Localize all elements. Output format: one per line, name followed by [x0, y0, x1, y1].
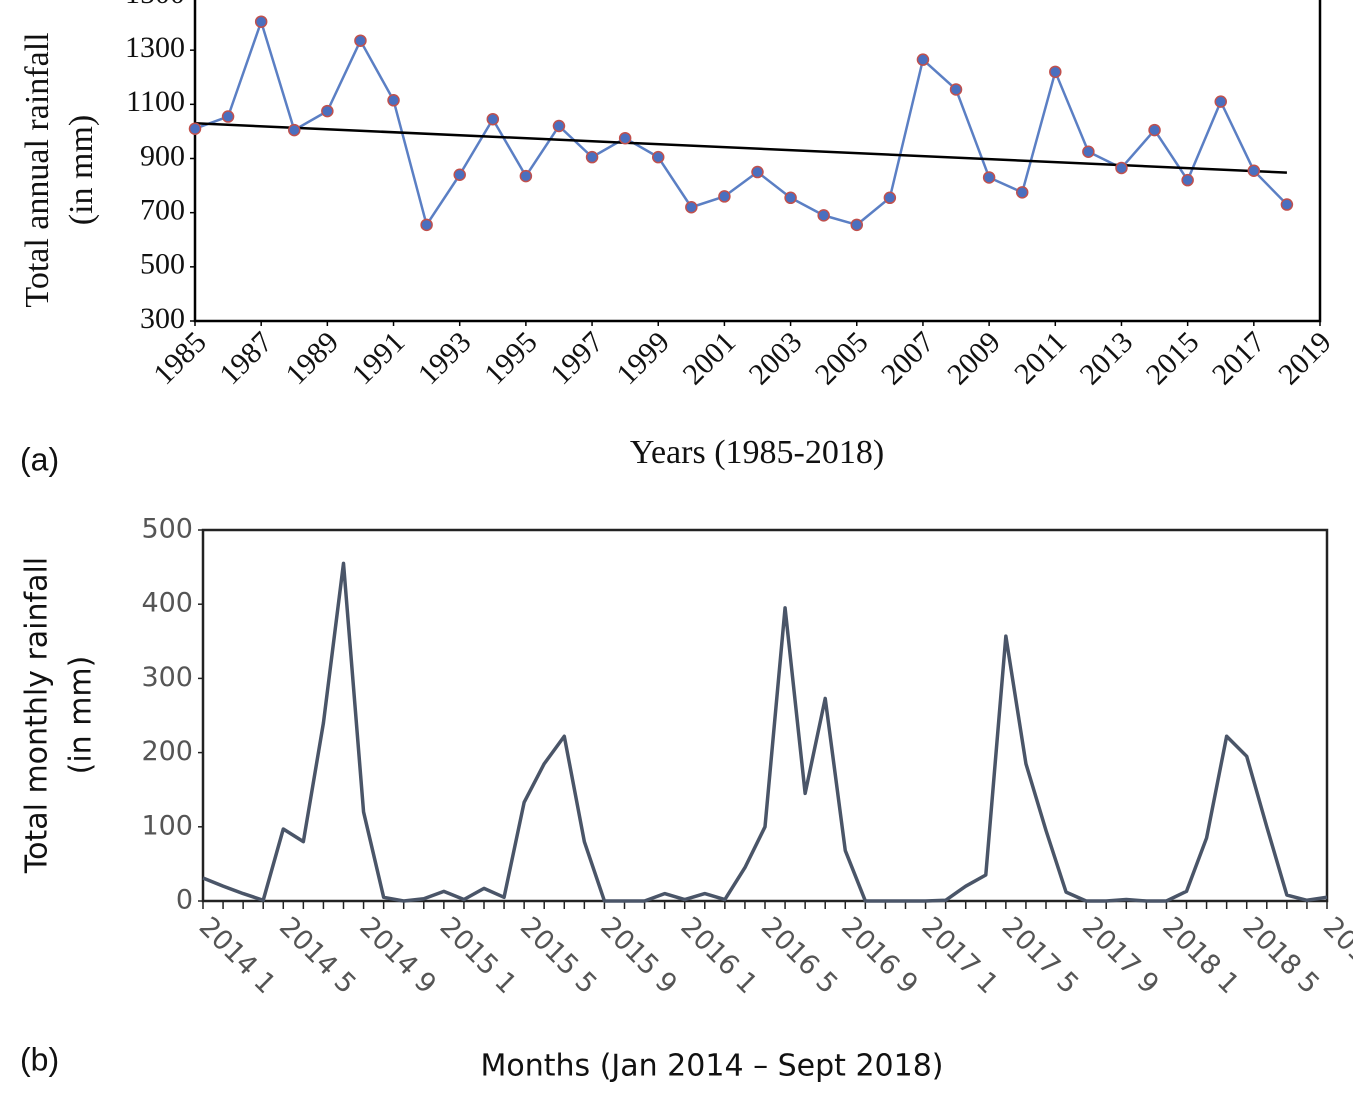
data-point — [883, 191, 897, 205]
y-tick-label: 900 — [140, 139, 185, 172]
data-point — [420, 218, 433, 232]
data-point — [1049, 65, 1062, 79]
x-tick-label: 2009 — [941, 325, 1007, 391]
data-point — [453, 168, 466, 181]
data-point — [1148, 123, 1161, 137]
x-tick-label: 1991 — [346, 325, 412, 391]
data-point — [618, 131, 632, 145]
y-axis-title: (in mm) — [64, 656, 99, 775]
data-line — [202, 561, 1328, 903]
x-tick-label: 1999 — [610, 325, 676, 391]
data-point — [949, 83, 963, 96]
data-point — [685, 201, 698, 214]
data-point — [354, 34, 367, 47]
y-axis-title: (in mm) — [63, 115, 100, 225]
panel-label: (a) — [20, 441, 59, 477]
data-point — [321, 104, 334, 118]
x-tick-label: 2017 9 — [1076, 911, 1165, 1000]
x-tick-label: 1985 — [147, 325, 213, 391]
x-tick-label: 2001 — [676, 325, 742, 391]
x-tick-label: 1995 — [478, 325, 544, 391]
data-point — [1247, 164, 1261, 177]
x-tick-label: 2018 1 — [1156, 911, 1245, 1000]
x-tick-label: 2016 9 — [835, 911, 924, 1000]
data-point — [651, 150, 665, 164]
data-point — [585, 150, 599, 164]
data-point — [784, 191, 797, 205]
y-axis-title: Total annual rainfall — [19, 32, 56, 307]
x-tick-label: 2017 5 — [996, 911, 1085, 1000]
y-tick-label: 300 — [140, 302, 185, 335]
x-tick-label: 2003 — [743, 325, 809, 391]
data-point — [552, 119, 566, 133]
x-tick-label: 2014 5 — [273, 911, 362, 1000]
x-tick-label: 2015 9 — [594, 911, 683, 1000]
x-tick-label: 1987 — [213, 325, 279, 391]
x-tick-label: 2007 — [875, 325, 941, 391]
x-tick-label: 2016 1 — [674, 911, 763, 1000]
y-tick-label: 1300 — [125, 31, 185, 64]
x-tick-label: 2014 1 — [193, 911, 282, 1000]
data-point — [1280, 198, 1294, 211]
data-point — [254, 15, 268, 28]
x-tick-label: 2015 5 — [514, 911, 603, 1000]
data-point — [519, 169, 533, 183]
x-tick-label: 2017 1 — [915, 911, 1004, 1000]
data-point — [1115, 161, 1128, 175]
data-line — [194, 20, 1288, 227]
data-point — [1214, 95, 1227, 108]
data-point — [288, 123, 301, 137]
data-point — [850, 218, 864, 232]
data-point — [982, 171, 996, 184]
data-point — [1082, 145, 1095, 158]
panel-label: (b) — [20, 1041, 59, 1077]
data-point — [1181, 173, 1194, 187]
data-point — [221, 110, 235, 123]
y-axis-title: Total monthly rainfall — [20, 557, 55, 874]
x-tick-label: 1997 — [544, 325, 610, 391]
y-tick-label: 1500 — [125, 0, 185, 10]
x-tick-label: 2018 9 — [1317, 911, 1353, 1000]
data-point — [387, 94, 400, 107]
y-tick-label: 1100 — [126, 85, 185, 118]
x-tick-label: 2011 — [1008, 325, 1073, 390]
y-tick-label: 0 — [176, 885, 193, 916]
data-point — [817, 209, 830, 222]
y-tick-label: 500 — [140, 248, 185, 281]
data-point — [486, 112, 500, 126]
y-tick-label: 400 — [141, 588, 193, 619]
x-tick-label: 2005 — [809, 325, 875, 391]
x-tick-label: 2015 — [1140, 325, 1206, 391]
data-point — [718, 190, 731, 203]
data-point — [1015, 186, 1029, 199]
y-tick-label: 500 — [141, 514, 193, 545]
y-tick-label: 700 — [140, 194, 185, 227]
data-point — [751, 165, 764, 179]
x-axis-title: Years (1985-2018) — [630, 434, 884, 471]
x-axis-title: Months (Jan 2014 – Sept 2018) — [481, 1049, 944, 1084]
y-tick-label: 100 — [141, 810, 193, 841]
x-tick-label: 2013 — [1074, 325, 1140, 391]
x-tick-label: 2018 5 — [1236, 911, 1325, 1000]
trend-line — [194, 122, 1287, 174]
x-tick-label: 1989 — [279, 325, 345, 391]
data-point — [916, 53, 930, 66]
x-tick-label: 2017 — [1206, 325, 1272, 391]
x-tick-label: 2019 — [1272, 325, 1338, 391]
x-tick-label: 2014 9 — [353, 911, 442, 1000]
x-tick-label: 2015 1 — [434, 911, 523, 1000]
x-tick-label: 1993 — [412, 325, 478, 391]
data-point — [188, 122, 202, 135]
y-tick-label: 200 — [141, 736, 193, 767]
y-tick-label: 300 — [141, 662, 193, 693]
x-tick-label: 2016 5 — [755, 911, 844, 1000]
